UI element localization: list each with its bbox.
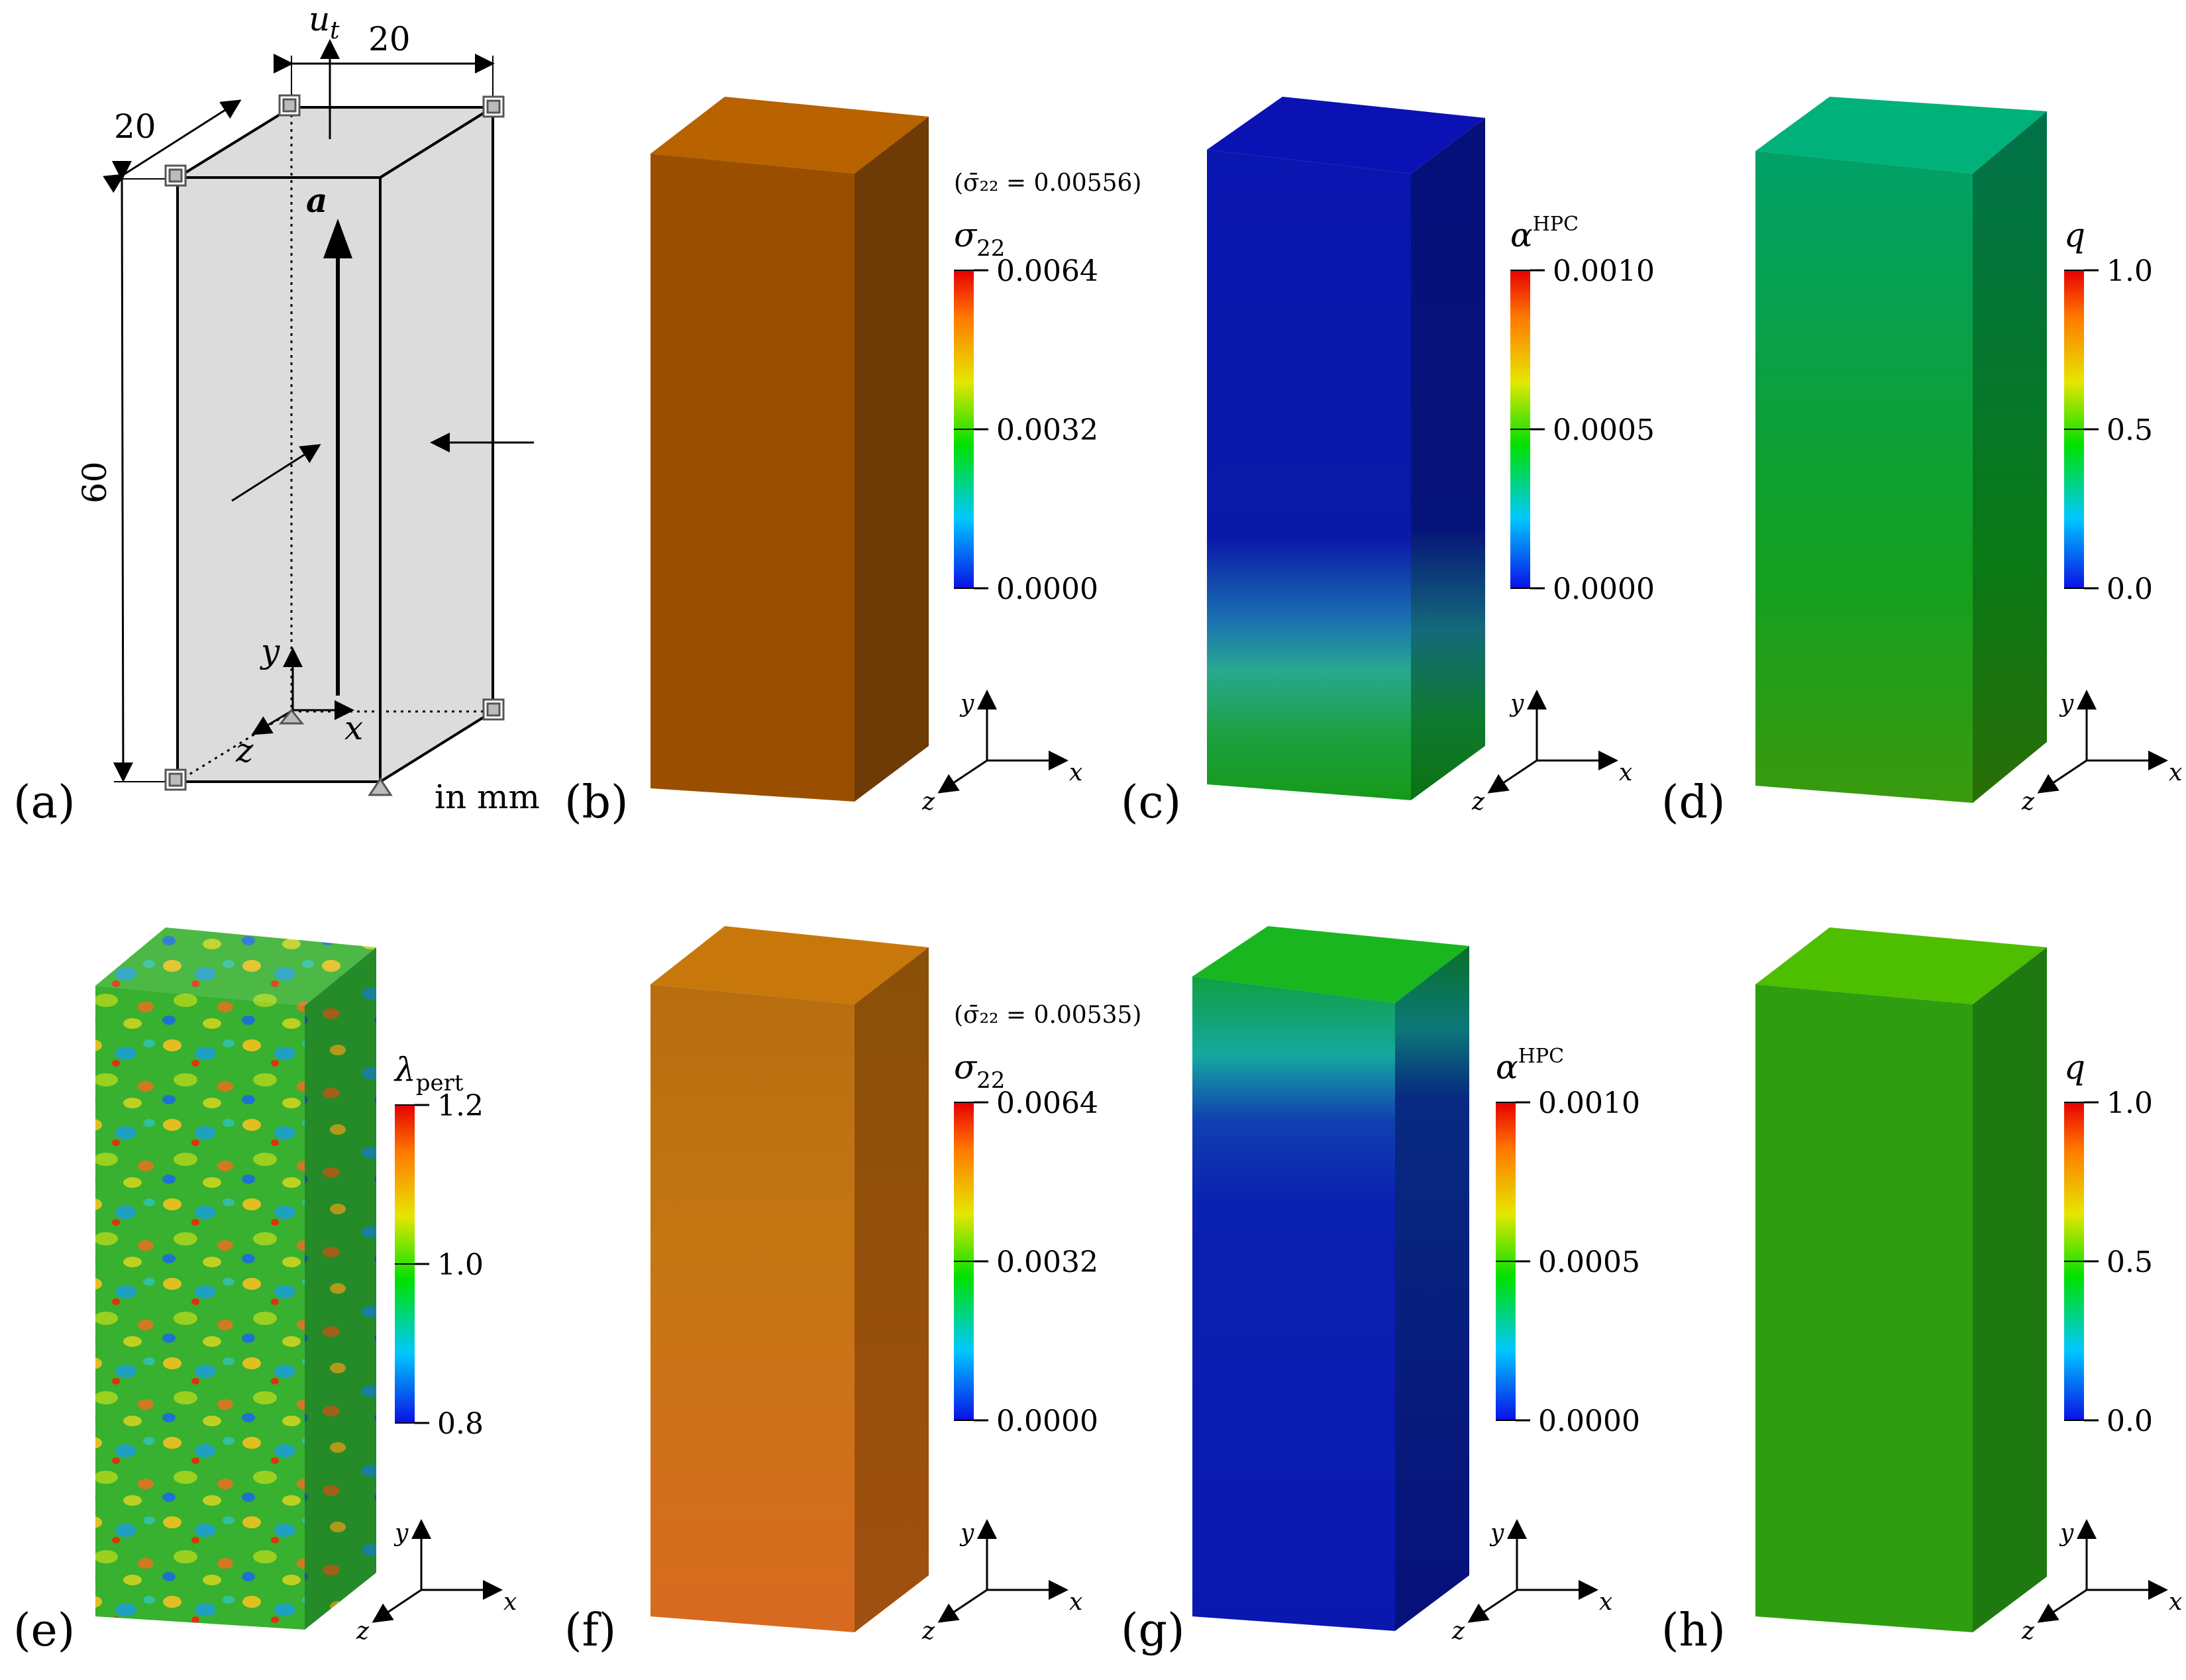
axis-triad: y x z: [356, 1519, 517, 1645]
triad-x: x: [2169, 759, 2182, 786]
colorbar-tick-label: 0.0: [2107, 572, 2153, 606]
load-label: u: [309, 0, 330, 38]
axis-triad: y x z: [2021, 1519, 2182, 1645]
panel-d-block: [1755, 97, 2047, 803]
triad-x: x: [1069, 1589, 1082, 1616]
panel-label: (d): [1661, 776, 1726, 829]
triad-z: z: [2021, 788, 2035, 815]
colorbar-tick-label: 0.0005: [1538, 1245, 1640, 1279]
triad-z: z: [2021, 1618, 2035, 1645]
colorbar-note: (σ̄₂₂ = 0.00535): [954, 1002, 1141, 1029]
panel-a-schematic: u t 20 20 60 a y x z in mm: [76, 0, 540, 816]
panel-c-block: [1207, 97, 1485, 800]
triad-x: x: [2169, 1589, 2182, 1616]
triad-z: z: [921, 1618, 935, 1645]
triad-x: x: [503, 1589, 517, 1616]
colorbar-d: 1.0 0.5 0.0 q: [2064, 216, 2153, 606]
colorbar-title: λpert: [393, 1051, 464, 1096]
units-label: in mm: [435, 778, 540, 816]
colorbar-tick-label: 0.0000: [996, 572, 1098, 606]
colorbar-tick-label: 0.0000: [1553, 572, 1655, 606]
colorbar-title: αHPC: [1496, 1045, 1564, 1086]
colorbar-b: 0.0064 0.0032 0.0000 σ22 (σ̄₂₂ = 0.00556): [954, 170, 1141, 606]
panel-label: (h): [1661, 1604, 1726, 1657]
panel-label: (b): [564, 776, 629, 829]
axis-triad: y x z: [2021, 690, 2182, 815]
axis-triad: y x z: [1471, 690, 1632, 815]
colorbar-tick-label: 0.0010: [1538, 1086, 1640, 1120]
colorbar-tick-label: 1.2: [437, 1089, 484, 1123]
triad-z: z: [356, 1618, 370, 1645]
colorbar-tick-label: 0.5: [2107, 413, 2153, 447]
colorbar-tick-label: 0.0064: [996, 1086, 1098, 1120]
support-symbols: [164, 94, 505, 796]
colorbar-tick-label: 0.5: [2107, 1245, 2153, 1279]
triad-y: y: [959, 690, 974, 717]
colorbar-c: 0.0010 0.0005 0.0000 αHPC: [1510, 213, 1655, 606]
colorbar-tick-label: 1.0: [437, 1248, 484, 1282]
panel-f-block: [651, 926, 929, 1632]
colorbar-tick-label: 0.0032: [996, 1245, 1098, 1279]
triad-y: y: [393, 1520, 409, 1547]
triad-y: y: [1509, 690, 1524, 717]
panel-label: (a): [13, 776, 76, 829]
colorbar-f: 0.0064 0.0032 0.0000 σ22 (σ̄₂₂ = 0.00535): [954, 1002, 1141, 1438]
colorbar-h: 1.0 0.5 0.0 q: [2064, 1048, 2153, 1438]
triad-z: z: [1451, 1618, 1465, 1645]
panel-b-block: [651, 97, 929, 802]
colorbar-tick-label: 0.0010: [1553, 254, 1655, 288]
axis-triad: y x z: [1451, 1519, 1612, 1645]
colorbar-title: σ22: [954, 216, 1005, 262]
triad-y: y: [1489, 1520, 1504, 1547]
colorbar-tick-label: 0.0064: [996, 254, 1098, 288]
dim-depth-label: 20: [114, 107, 156, 146]
schematic-axis-y: y: [260, 632, 280, 670]
fiber-direction-label: a: [306, 181, 327, 220]
colorbar-tick-label: 0.8: [437, 1407, 484, 1441]
triad-x: x: [1619, 759, 1632, 786]
colorbar-title: q: [2064, 1048, 2085, 1086]
triad-y: y: [2059, 690, 2074, 717]
colorbar-tick-label: 0.0000: [996, 1404, 1098, 1438]
colorbar-tick-label: 1.0: [2107, 254, 2153, 288]
dim-width-label: 20: [368, 20, 411, 58]
axis-triad: y x z: [921, 690, 1082, 815]
colorbar-title: σ22: [954, 1048, 1005, 1094]
schematic-box-side: [379, 105, 494, 784]
triad-z: z: [1471, 788, 1485, 815]
colorbar-tick-label: 0.0000: [1538, 1404, 1640, 1438]
panel-e-block: [95, 927, 376, 1630]
dim-height-label: 60: [76, 461, 114, 503]
panel-h-block: [1755, 927, 2047, 1632]
triad-y: y: [2059, 1520, 2074, 1547]
colorbar-note: (σ̄₂₂ = 0.00556): [954, 170, 1141, 197]
panel-label: (g): [1121, 1604, 1185, 1657]
colorbar-title: αHPC: [1510, 213, 1579, 254]
load-sub: t: [330, 17, 340, 44]
panel-labels: (a) (b) (c) (d) (e) (f) (g) (h): [13, 776, 1726, 1657]
colorbar-tick-label: 0.0005: [1553, 413, 1655, 447]
triad-z: z: [921, 788, 935, 815]
axis-triads: y x z y x z y x z y x z y x z y x z y x z: [356, 690, 2182, 1645]
panel-g-block: [1192, 926, 1469, 1631]
panel-label: (f): [564, 1604, 616, 1657]
schematic-box-front: [176, 176, 382, 783]
colorbar-title: q: [2064, 216, 2085, 254]
schematic-axis-z: z: [235, 731, 254, 770]
panel-label: (e): [13, 1604, 75, 1657]
triad-x: x: [1599, 1589, 1612, 1616]
colorbar-g: 0.0010 0.0005 0.0000 αHPC: [1496, 1045, 1640, 1438]
triad-y: y: [959, 1520, 974, 1547]
colorbar-tick-label: 0.0032: [996, 413, 1098, 447]
schematic-axis-x: x: [344, 709, 363, 747]
panel-label: (c): [1121, 776, 1181, 829]
triad-x: x: [1069, 759, 1082, 786]
colorbar-e: 1.2 1.0 0.8 λpert: [393, 1051, 484, 1441]
colorbar-tick-label: 1.0: [2107, 1086, 2153, 1120]
colorbar-tick-label: 0.0: [2107, 1404, 2153, 1438]
axis-triad: y x z: [921, 1519, 1082, 1645]
